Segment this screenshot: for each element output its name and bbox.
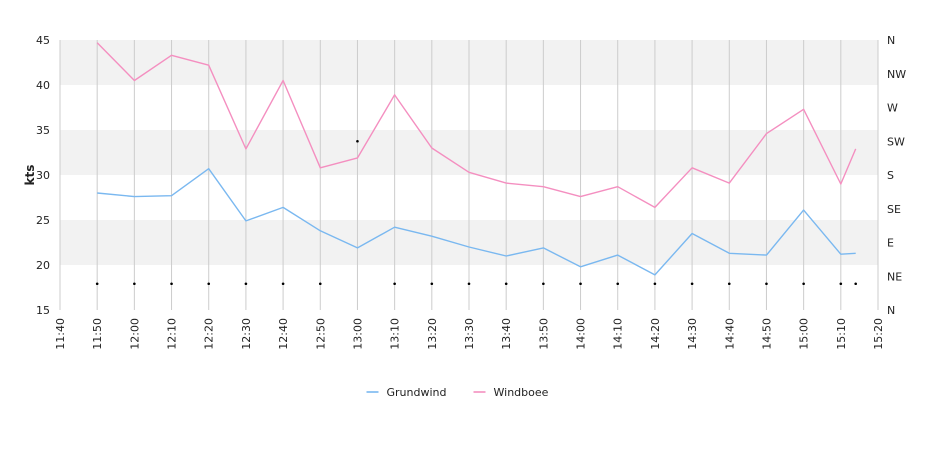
direction-point	[318, 282, 322, 286]
x-tick-label: 12:10	[166, 318, 179, 350]
y-tick-label: 40	[36, 79, 50, 92]
y-axis-label: kts	[23, 165, 37, 186]
direction-point	[95, 282, 99, 286]
x-tick-label: 13:50	[537, 318, 550, 350]
direction-point	[839, 282, 843, 286]
y2-tick-label: W	[887, 102, 898, 115]
x-tick-label: 13:30	[463, 318, 476, 350]
direction-point	[207, 282, 211, 286]
y2-tick-label: S	[887, 169, 894, 182]
direction-point	[727, 282, 731, 286]
x-tick-label: 14:20	[649, 318, 662, 350]
direction-point	[393, 282, 396, 286]
direction-point	[765, 282, 768, 286]
y2-tick-label: E	[887, 237, 894, 250]
direction-point	[170, 282, 173, 286]
x-tick-label: 12:30	[240, 318, 253, 350]
direction-point	[244, 282, 248, 286]
y-tick-label: 25	[36, 214, 50, 227]
y2-tick-label: NW	[887, 68, 906, 81]
x-tick-label: 13:20	[426, 318, 439, 350]
y-tick-label: 30	[36, 169, 50, 182]
direction-point	[467, 282, 471, 286]
x-tick-label: 13:10	[389, 318, 402, 350]
grid-lines	[59, 40, 879, 310]
x-tick-label: 15:10	[835, 318, 848, 350]
direction-point	[356, 139, 359, 143]
x-tick-label: 14:10	[612, 318, 625, 350]
direction-point	[542, 282, 545, 286]
direction-point	[281, 282, 285, 286]
y2-tick-label: NE	[887, 270, 902, 283]
direction-point	[579, 282, 582, 286]
y2-tick-label: N	[887, 34, 895, 47]
y-tick-label: 35	[36, 124, 50, 137]
series-line-grundwind	[97, 168, 856, 276]
x-tick-label: 11:50	[91, 318, 104, 350]
x-tick-label: 13:40	[500, 318, 513, 350]
series-line-windboee	[96, 42, 857, 209]
x-tick-label: 12:20	[203, 318, 216, 350]
y2-tick-label: N	[887, 304, 895, 317]
y2-tick-label: SW	[887, 135, 905, 148]
direction-point	[430, 282, 434, 286]
legend-label-windboee: Windboee	[494, 386, 549, 399]
x-tick-label: 11:40	[54, 318, 67, 350]
x-tick-label: 13:00	[351, 318, 364, 350]
axes: 15 20 25 30 35 40 45 N NE E SE S SW W NW N 11:40 11:50 12:…	[36, 34, 906, 350]
x-tick-label: 14:40	[723, 318, 736, 350]
series-layer	[95, 42, 857, 286]
x-tick-label: 15:20	[872, 318, 885, 350]
x-tick-label: 15:00	[798, 318, 811, 350]
direction-point	[690, 282, 694, 286]
x-tick-label: 12:50	[314, 318, 327, 350]
x-tick-label: 12:40	[277, 318, 290, 350]
legend: Grundwind Windboee	[366, 386, 549, 399]
legend-label-grundwind: Grundwind	[387, 386, 447, 399]
direction-point	[133, 282, 136, 286]
y-tick-label: 20	[36, 259, 50, 272]
y-tick-label: 45	[36, 34, 50, 47]
x-tick-label: 14:50	[760, 318, 773, 350]
y-tick-label: 15	[36, 304, 50, 317]
direction-point	[653, 282, 657, 286]
x-tick-label: 14:30	[686, 318, 699, 350]
direction-point	[854, 282, 857, 286]
y2-tick-label: SE	[887, 203, 901, 216]
direction-point	[802, 282, 805, 286]
direction-point	[616, 282, 620, 286]
x-tick-label: 14:00	[575, 318, 588, 350]
direction-point	[504, 282, 508, 286]
x-tick-label: 12:00	[128, 318, 141, 350]
